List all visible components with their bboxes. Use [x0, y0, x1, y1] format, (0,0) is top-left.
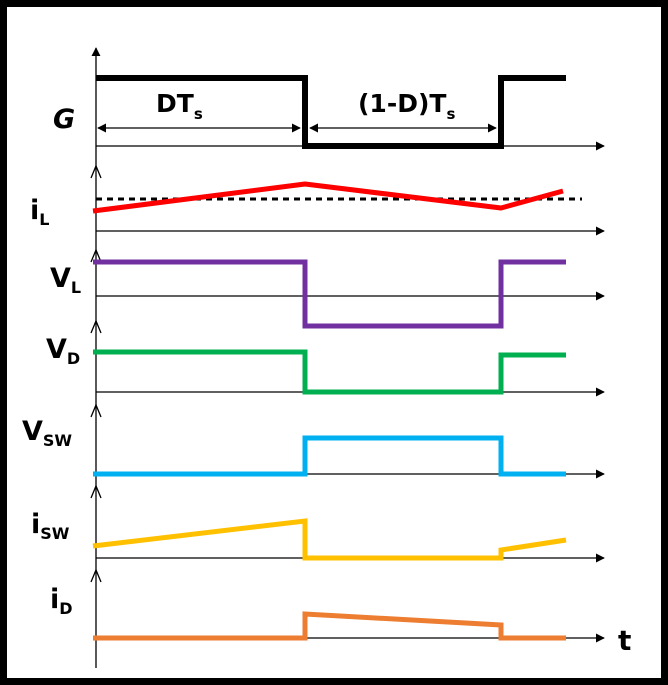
inductor-current-label: iL — [30, 195, 49, 229]
inductor-voltage-waveform — [93, 259, 566, 329]
diode-voltage-waveform — [93, 349, 566, 395]
diode-current-waveform — [93, 611, 566, 641]
time-axis-label: t — [618, 624, 631, 657]
gate-waveform — [96, 75, 566, 149]
diode-current-label: iD — [50, 584, 73, 618]
switch-current-waveform — [92, 518, 567, 561]
inductor-voltage-label: VL — [50, 263, 81, 297]
switch-voltage-waveform — [93, 435, 566, 477]
dt-interval-label: DTs — [156, 89, 203, 123]
diode-voltage-label: VD — [46, 334, 80, 368]
inductor-current-waveform — [92, 181, 564, 214]
offtime-interval-label: (1-D)Ts — [358, 89, 455, 123]
switch-voltage-label: VSW — [22, 416, 72, 450]
switch-current-label: iSW — [31, 509, 70, 543]
row-arrows — [90, 164, 102, 583]
gate-label: G — [53, 104, 75, 135]
